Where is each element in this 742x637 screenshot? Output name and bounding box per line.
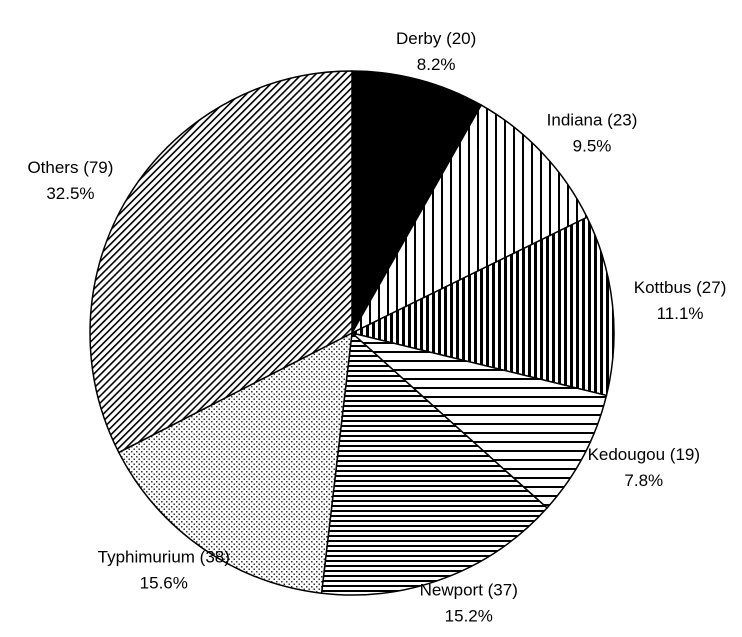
slice-label: Kottbus (27) <box>634 278 727 297</box>
pie-slice <box>351 332 608 510</box>
slice-percent: 15.6% <box>140 574 188 593</box>
pie-slice <box>349 216 615 397</box>
slice-percent: 15.2% <box>445 607 493 626</box>
slice-percent: 11.1% <box>657 304 704 323</box>
slice-label: Others (79) <box>27 158 113 177</box>
slice-percent: 7.8% <box>624 471 663 490</box>
slice-percent: 8.2% <box>417 55 456 74</box>
slice-label: Indiana (23) <box>547 110 638 129</box>
slice-label: Typhimurium (38) <box>98 548 230 567</box>
slice-label: Kedougou (19) <box>588 445 700 464</box>
pie-slice <box>350 104 589 335</box>
slice-percent: 32.5% <box>46 184 94 203</box>
pie-slice <box>351 70 483 336</box>
pie-slice <box>320 331 549 596</box>
slice-label: Derby (20) <box>396 29 476 48</box>
slice-percent: 9.5% <box>573 136 612 155</box>
pie-slice <box>117 331 353 595</box>
slice-label: Newport (37) <box>420 581 518 600</box>
pie-slice <box>89 70 353 454</box>
